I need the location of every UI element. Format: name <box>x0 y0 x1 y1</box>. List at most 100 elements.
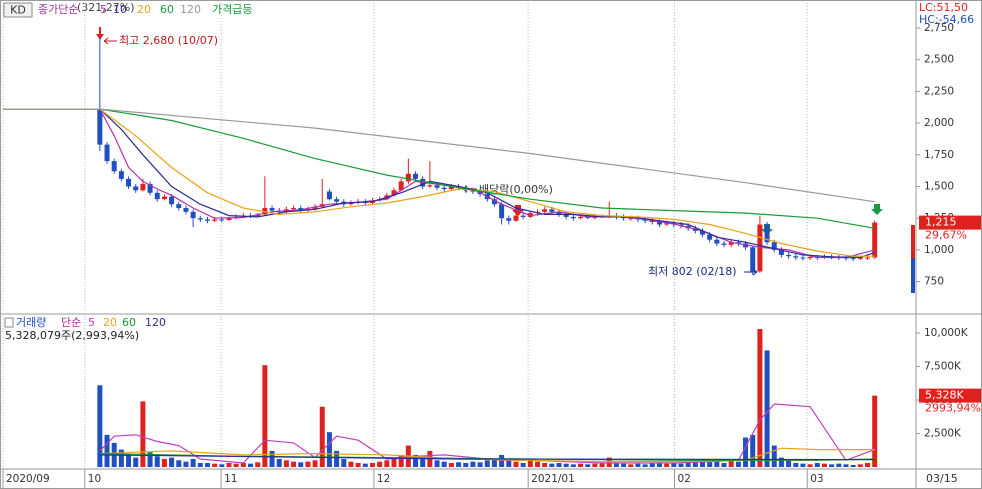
volume-bar <box>642 464 648 467</box>
candle-body <box>800 257 806 259</box>
symbol-box[interactable] <box>3 2 33 18</box>
volume-bar <box>262 365 268 467</box>
y-tick-label: 2,000 <box>924 117 954 129</box>
last-volume-change: 2993,94% <box>925 402 981 415</box>
volume-total: 5,328,079주(2,993,94%) <box>5 329 139 342</box>
volume-bar <box>707 461 713 467</box>
candle-body <box>700 230 706 235</box>
ma-line <box>3 108 875 203</box>
volume-bar <box>850 464 856 467</box>
volume-bar <box>585 464 591 467</box>
candle-body <box>728 242 734 245</box>
volume-bar <box>821 463 827 467</box>
ma-line <box>99 403 875 464</box>
candle-body <box>778 249 784 255</box>
volume-bar <box>391 457 397 467</box>
volume-bar <box>413 454 419 467</box>
candle-body <box>592 216 598 218</box>
volume-bar <box>786 460 792 467</box>
volume-bar <box>685 461 691 467</box>
candle-body <box>807 256 813 259</box>
volume-bar <box>829 464 835 467</box>
volume-bar <box>341 458 347 467</box>
candle-body <box>714 239 720 244</box>
legend-entry: 60 <box>122 316 136 329</box>
volume-bar <box>355 462 361 467</box>
candle-body <box>204 219 210 221</box>
candle-body <box>649 220 655 222</box>
volume-bar <box>456 462 462 467</box>
volume-icon[interactable] <box>4 317 14 328</box>
volume-bar <box>570 464 576 467</box>
volume-indicator: 단순 <box>61 316 81 329</box>
candle-body <box>97 109 103 145</box>
x-tick-label: 02 <box>678 473 691 485</box>
volume-bar <box>197 462 203 467</box>
volume-bar <box>298 462 304 467</box>
volume-bar <box>240 462 246 467</box>
volume-bar <box>283 460 289 467</box>
volume-bar <box>843 464 849 467</box>
volume-bar <box>542 462 548 467</box>
candle-body <box>664 223 670 225</box>
volume-bar <box>219 464 225 467</box>
volume-bar <box>369 462 375 467</box>
volume-bar <box>656 462 662 467</box>
candle-body <box>750 247 756 273</box>
volume-bar <box>814 462 820 467</box>
volume-bar <box>334 450 340 467</box>
candle-body <box>793 256 799 258</box>
volume-bar <box>190 458 196 467</box>
candle-body <box>255 214 261 217</box>
candle-body <box>291 208 297 210</box>
candle-body <box>434 185 440 188</box>
candle-body <box>491 199 497 205</box>
candle-body <box>470 190 476 192</box>
candle-body <box>161 196 167 200</box>
volume-bar <box>183 461 189 467</box>
candle-body <box>326 191 332 200</box>
volume-bar <box>362 463 368 467</box>
volume-bar <box>269 450 275 467</box>
candle-body <box>570 216 576 219</box>
volume-bar <box>463 462 469 467</box>
volume-bar <box>872 395 878 467</box>
volume-name: 거래량 <box>16 316 46 329</box>
volume-bar <box>678 463 684 467</box>
legend-entry: 120 <box>145 316 166 329</box>
legend-entry: 5 <box>100 3 107 16</box>
candle-body <box>771 242 777 250</box>
candle-body <box>169 196 175 205</box>
x-tick-label: 12 <box>377 473 390 485</box>
candle-body <box>398 181 404 191</box>
candle-body <box>556 211 562 215</box>
volume-bar <box>169 457 175 467</box>
volume-bar <box>778 457 784 467</box>
legend-entry: 120 <box>180 3 201 16</box>
volume-bar <box>319 406 325 467</box>
symbol[interactable]: KD <box>10 4 26 17</box>
candle-body <box>104 144 110 162</box>
volume-bar <box>771 445 777 467</box>
candle-body <box>520 215 526 217</box>
x-tick-label: 10 <box>88 473 101 485</box>
volume-bar <box>276 458 282 467</box>
volume-bar <box>398 454 404 467</box>
y-tick-label: 1,750 <box>924 149 954 161</box>
volume-bar <box>126 453 132 467</box>
high-label-arrow <box>103 37 117 45</box>
volume-bar <box>721 462 727 467</box>
candle-body <box>334 199 340 202</box>
volume-bar <box>140 401 146 467</box>
candle-body <box>269 208 275 211</box>
last-price: 1,215 <box>925 216 957 229</box>
volume-bar <box>377 461 383 467</box>
volume-bar <box>800 463 806 467</box>
volume-bar <box>807 464 813 467</box>
volume-bar <box>248 463 254 467</box>
candle-body <box>391 190 397 196</box>
candle-body <box>735 242 741 244</box>
volume-bar <box>176 460 182 467</box>
candle-body <box>133 186 139 191</box>
